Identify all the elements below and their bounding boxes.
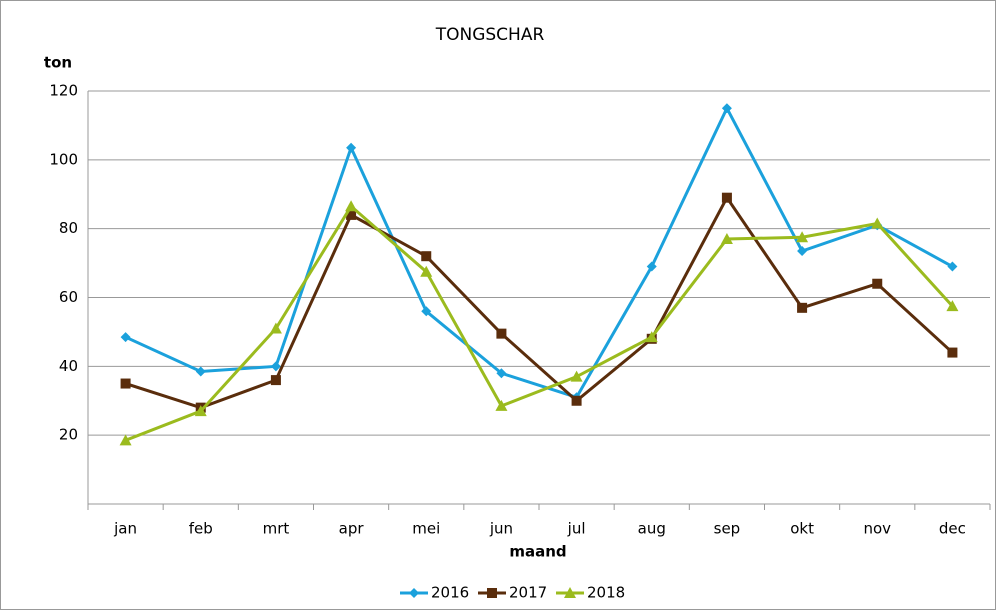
- marker: [645, 331, 658, 343]
- y-tick-label: 80: [59, 219, 78, 237]
- x-tick-label: dec: [939, 520, 966, 538]
- marker: [720, 232, 733, 244]
- x-tick-label: mrt: [263, 520, 290, 538]
- marker: [564, 587, 576, 598]
- marker: [796, 231, 809, 243]
- x-tick-label: jun: [489, 520, 513, 538]
- marker: [269, 322, 282, 334]
- x-tick-label: feb: [189, 520, 213, 538]
- x-tick-label: apr: [339, 520, 365, 538]
- chart-title: TONGSCHAR: [435, 25, 545, 45]
- series-line: [125, 204, 954, 442]
- marker: [947, 261, 958, 272]
- marker: [487, 588, 497, 598]
- marker: [270, 361, 281, 372]
- marker: [346, 209, 357, 220]
- marker: [947, 347, 958, 358]
- marker: [946, 300, 959, 312]
- y-tick-label: 120: [49, 82, 78, 100]
- x-tick-label: nov: [863, 520, 891, 538]
- x-tick-label: sep: [714, 520, 741, 538]
- marker: [797, 246, 808, 257]
- marker: [195, 366, 206, 377]
- marker: [872, 278, 883, 289]
- marker: [871, 217, 884, 229]
- marker: [646, 261, 657, 272]
- x-tick-label: okt: [790, 520, 814, 538]
- legend-label: 2018: [587, 584, 625, 602]
- marker: [421, 251, 432, 262]
- marker: [721, 192, 732, 203]
- x-tick-label: jan: [113, 520, 137, 538]
- marker: [797, 302, 808, 313]
- x-tick-label: jul: [567, 520, 586, 538]
- x-tick-label: mei: [412, 520, 440, 538]
- y-tick-label: 100: [49, 150, 78, 168]
- marker: [420, 265, 433, 277]
- y-tick-label: 20: [59, 426, 78, 444]
- marker: [345, 200, 358, 212]
- marker: [194, 405, 207, 417]
- marker: [496, 328, 507, 339]
- marker: [270, 375, 281, 386]
- x-axis-label: maand: [509, 543, 566, 561]
- series-line: [125, 194, 954, 410]
- marker: [119, 434, 132, 446]
- marker: [721, 103, 732, 114]
- y-tick-label: 60: [59, 288, 78, 306]
- y-tick-label: 40: [59, 357, 78, 375]
- legend-label: 2016: [431, 584, 469, 602]
- x-tick-label: aug: [638, 520, 666, 538]
- series-line: [124, 104, 954, 400]
- marker: [346, 142, 357, 153]
- marker: [571, 395, 582, 406]
- marker: [570, 370, 583, 382]
- marker: [120, 332, 131, 343]
- marker: [495, 399, 508, 411]
- marker: [421, 306, 432, 317]
- y-axis-label: ton: [44, 54, 72, 72]
- marker: [120, 378, 131, 389]
- marker: [409, 588, 419, 598]
- marker: [496, 368, 507, 379]
- legend-label: 2017: [509, 584, 547, 602]
